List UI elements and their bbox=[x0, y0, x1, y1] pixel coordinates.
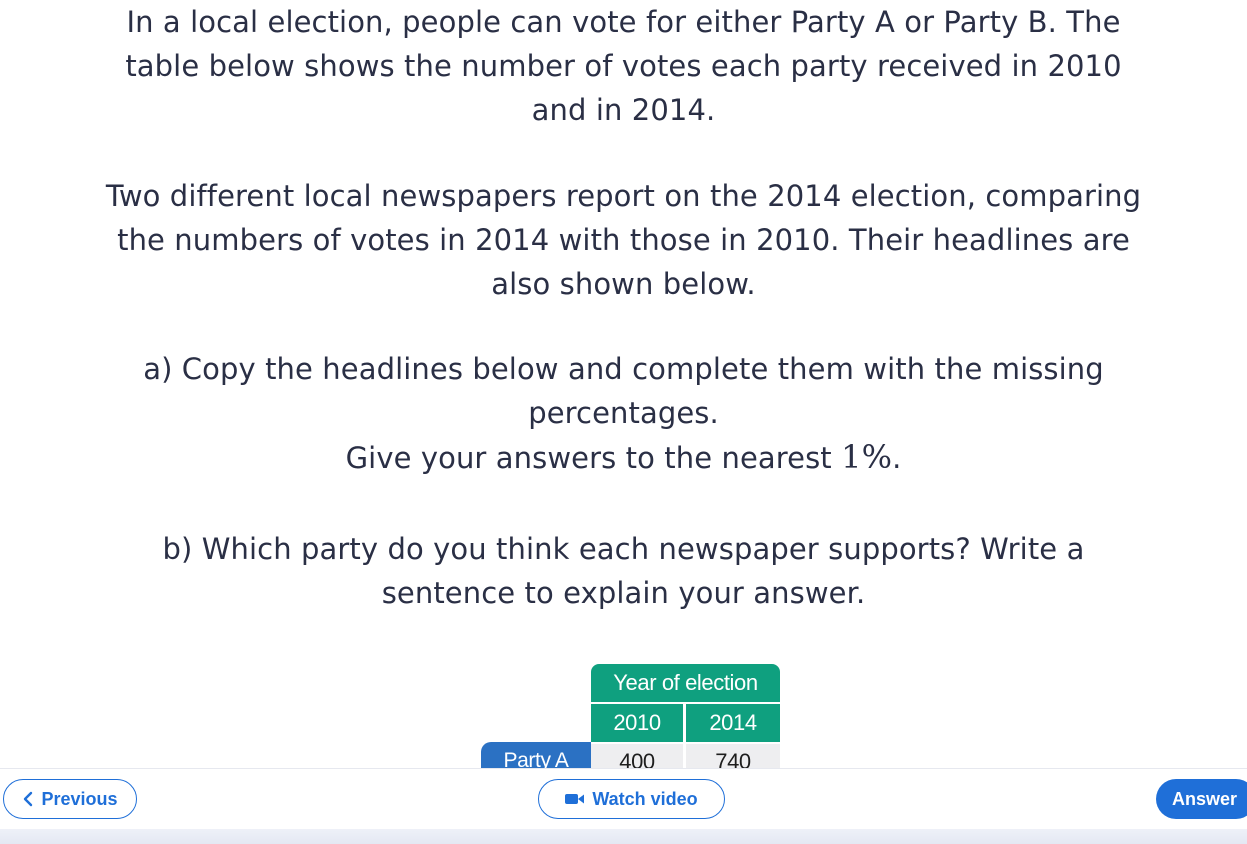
table-header-year: 2010 bbox=[591, 704, 685, 742]
table-cell: 740 bbox=[686, 742, 780, 768]
question-line: percentages. bbox=[528, 396, 719, 430]
math-expression: 1% bbox=[841, 438, 893, 476]
chevron-left-icon bbox=[22, 791, 34, 807]
instruction-end: . bbox=[892, 441, 902, 475]
table-cell: 400 bbox=[591, 742, 685, 768]
question-line: and in 2014. bbox=[531, 93, 716, 127]
question-line: also shown below. bbox=[491, 267, 756, 301]
question-instruction-line: Give your answers to the nearest 1%. bbox=[20, 435, 1227, 480]
navigation-footer: Previous Watch video Answer bbox=[0, 768, 1247, 844]
question-line: sentence to explain your answer. bbox=[381, 576, 866, 610]
question-line: the numbers of votes in 2014 with those … bbox=[117, 223, 1130, 257]
footer-shadow bbox=[0, 829, 1247, 844]
question-part-b: b) Which party do you think each newspap… bbox=[20, 527, 1227, 615]
question-paragraph-intro: In a local election, people can vote for… bbox=[20, 0, 1227, 132]
answer-button[interactable]: Answer bbox=[1156, 779, 1247, 819]
question-paragraph-newspapers: Two different local newspapers report on… bbox=[20, 174, 1227, 306]
table-row-label: Party A bbox=[481, 742, 591, 768]
table-header-year: 2014 bbox=[686, 704, 780, 742]
question-line: table below shows the number of votes ea… bbox=[125, 49, 1122, 83]
question-line: Two different local newspapers report on… bbox=[105, 179, 1142, 213]
previous-button[interactable]: Previous bbox=[3, 779, 137, 819]
question-part-a: a) Copy the headlines below and complete… bbox=[20, 347, 1227, 480]
question-panel: In a local election, people can vote for… bbox=[20, 0, 1227, 768]
previous-label: Previous bbox=[41, 788, 118, 809]
question-line: In a local election, people can vote for… bbox=[126, 5, 1121, 39]
answer-label: Answer bbox=[1172, 788, 1238, 809]
video-camera-icon bbox=[565, 792, 585, 806]
question-line: b) Which party do you think each newspap… bbox=[162, 532, 1085, 566]
votes-table: Year of election 2010 2014 Party A 400 7… bbox=[481, 664, 780, 768]
question-line: a) Copy the headlines below and complete… bbox=[143, 352, 1104, 386]
watch-video-button[interactable]: Watch video bbox=[538, 779, 725, 819]
table-header-year-of-election: Year of election bbox=[591, 664, 780, 704]
instruction-text: Give your answers to the nearest bbox=[345, 441, 842, 475]
watch-video-label: Watch video bbox=[592, 788, 698, 809]
